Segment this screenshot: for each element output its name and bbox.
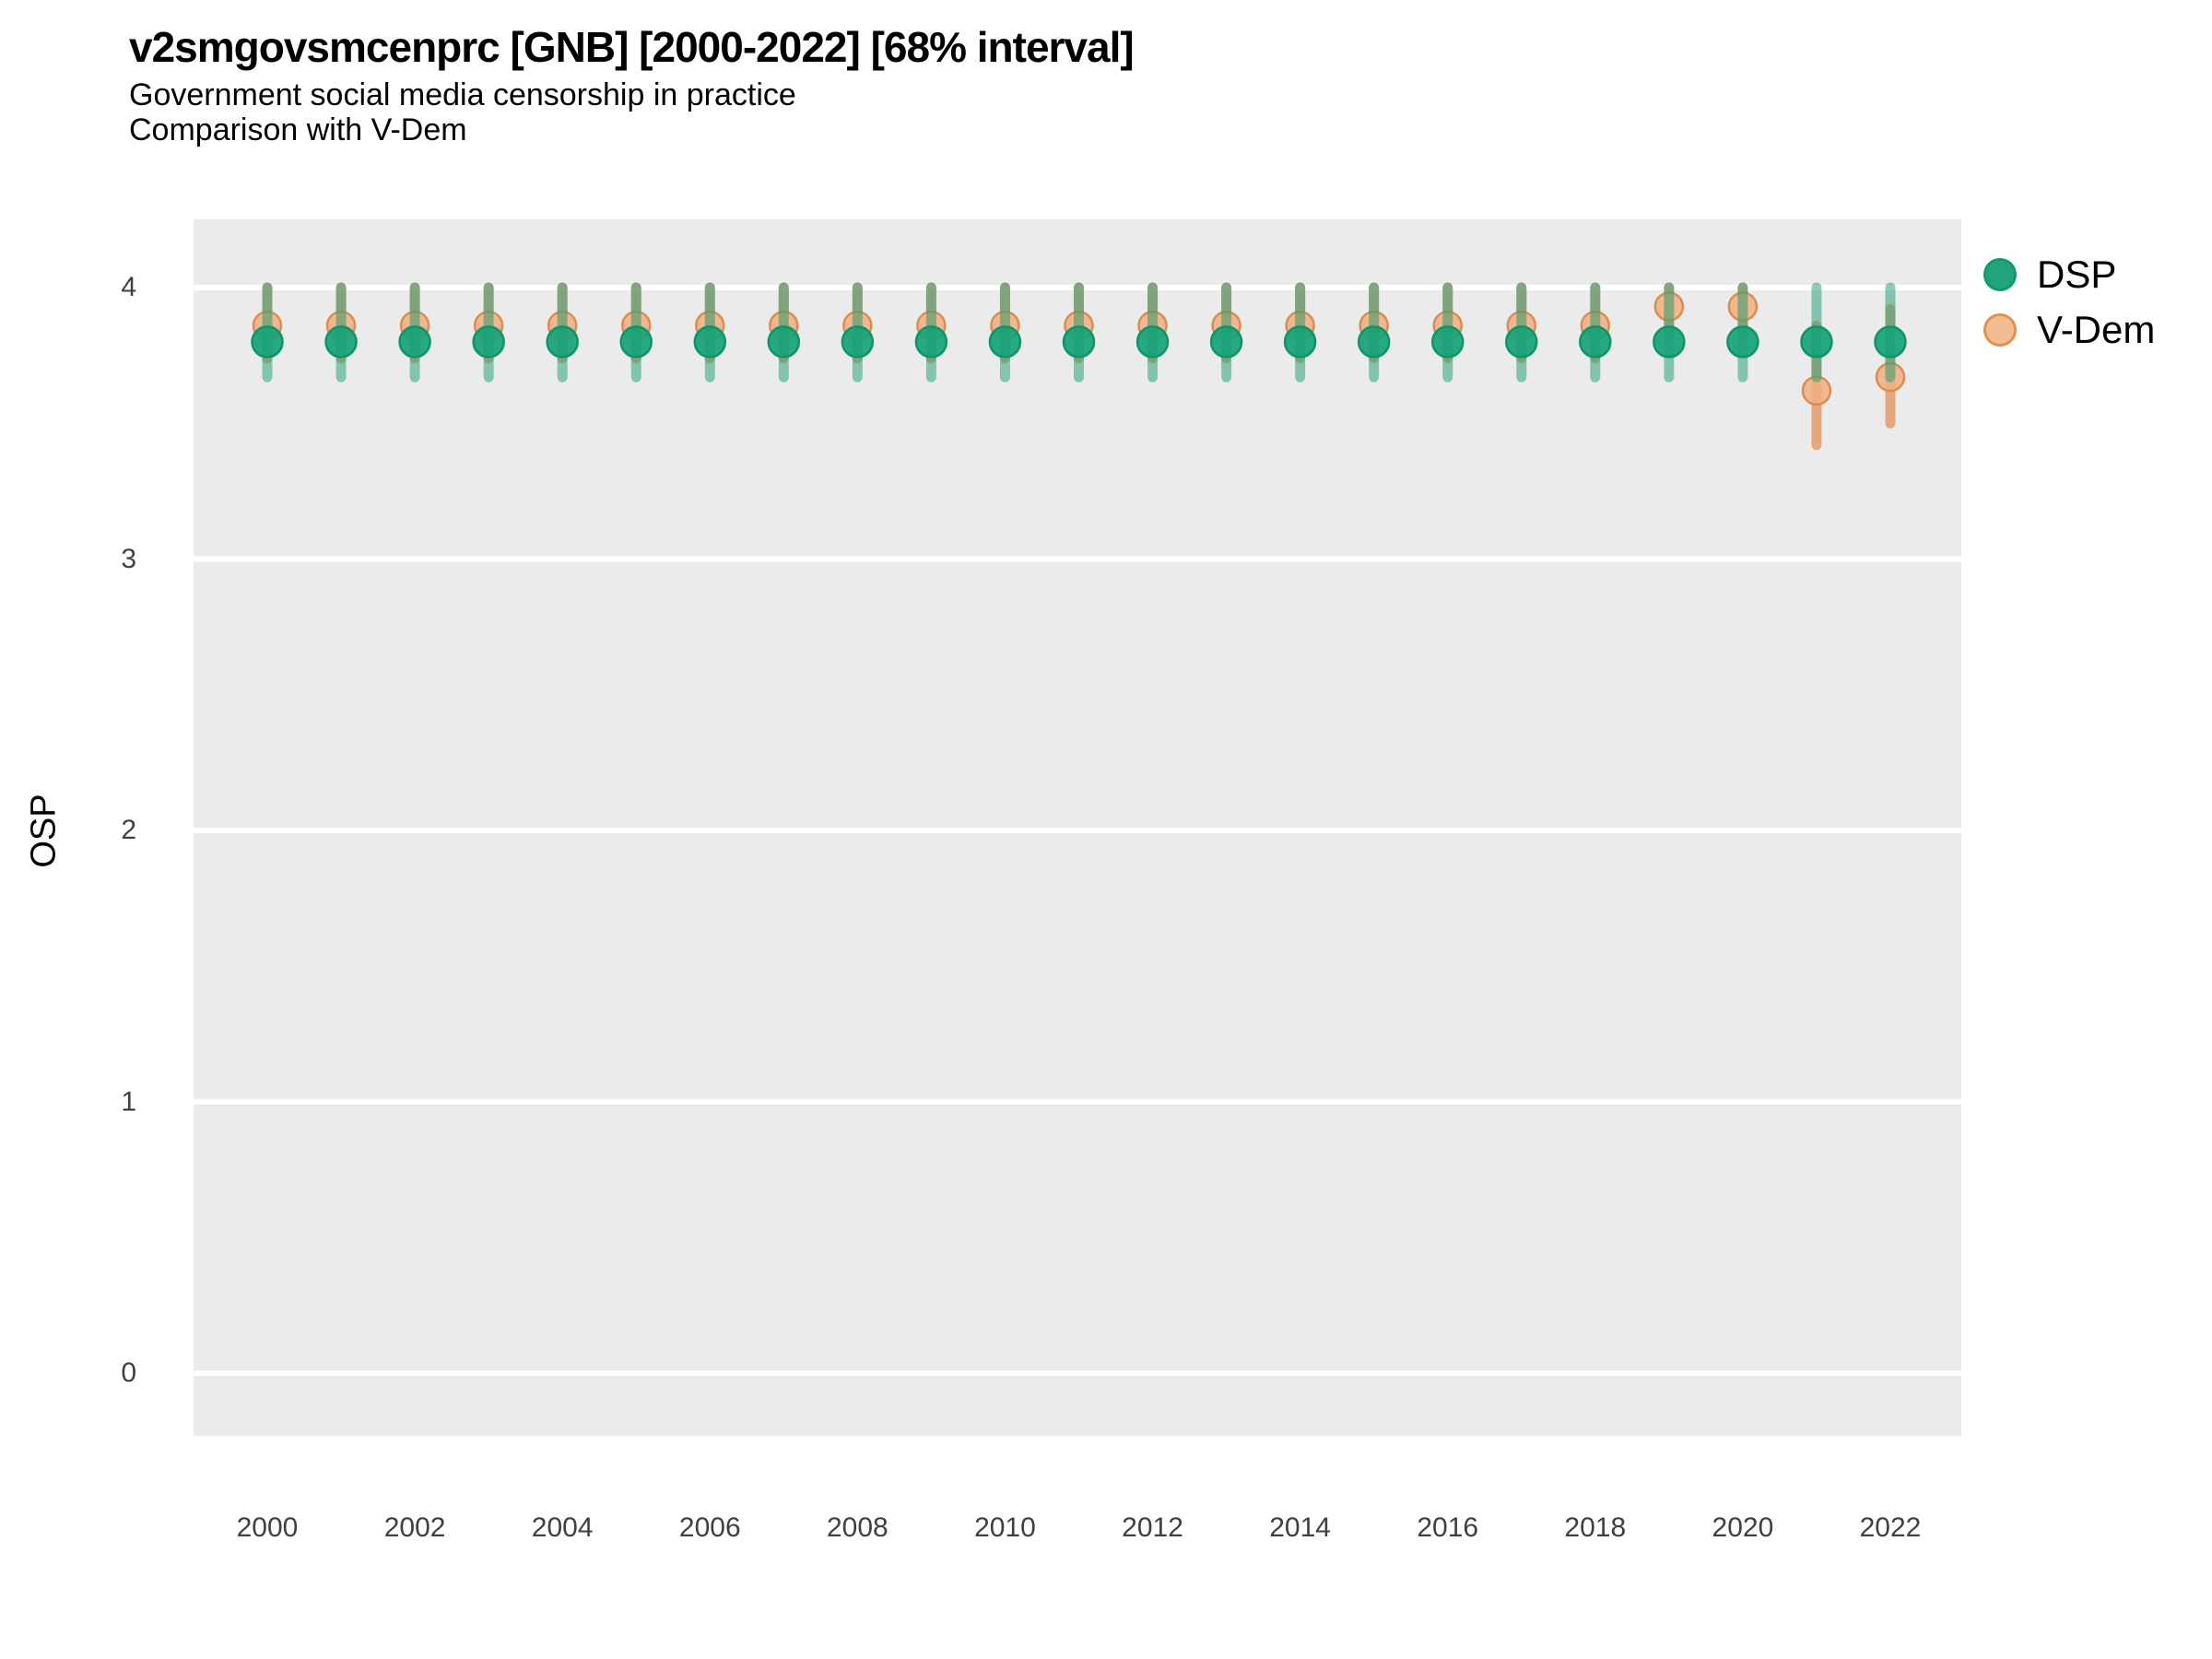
y-tick-label-3: 3 [121, 543, 136, 574]
y-axis-title: OSP [24, 794, 64, 868]
dsp-point-2016 [1430, 325, 1465, 359]
dsp-point-2022 [1874, 325, 1907, 359]
x-tick-label-2012: 2012 [1122, 1512, 1183, 1543]
legend-item-vdem: V-Dem [1983, 302, 2155, 358]
dsp-point-2000 [251, 325, 284, 359]
y-tick-label-2: 2 [121, 815, 136, 845]
x-tick-label-2006: 2006 [678, 1512, 741, 1543]
x-tick-label-2010: 2010 [974, 1512, 1036, 1543]
x-tick-label-2002: 2002 [383, 1512, 446, 1543]
dsp-point-2020 [1726, 325, 1759, 359]
dsp-point-2018 [1579, 325, 1612, 359]
dsp-point-2002 [398, 325, 431, 359]
dsp-point-2004 [546, 325, 579, 359]
x-tick-label-2014: 2014 [1269, 1512, 1331, 1543]
dsp-point-2005 [619, 325, 653, 359]
y-tick-label-0: 0 [121, 1358, 136, 1388]
dsp-point-2015 [1357, 325, 1391, 359]
dsp-point-2011 [1062, 325, 1096, 359]
dsp-point-2019 [1653, 325, 1686, 359]
x-tick-label-2022: 2022 [1859, 1512, 1922, 1543]
plot-panel [194, 219, 1961, 1436]
dsp-point-2006 [693, 325, 727, 359]
legend: DSP V-Dem [1983, 247, 2155, 358]
dsp-point-2012 [1135, 325, 1170, 359]
dsp-point-2013 [1209, 325, 1243, 359]
vdem-legend-label: V-Dem [2037, 308, 2156, 351]
dsp-legend-dot [1983, 258, 2017, 291]
y-tick-label-4: 4 [121, 272, 136, 302]
dsp-point-2007 [767, 325, 801, 359]
dsp-point-2003 [472, 325, 505, 359]
x-tick-label-2004: 2004 [531, 1512, 594, 1543]
chart-title: v2smgovsmcenprc [GNB] [2000-2022] [68% i… [129, 23, 1135, 71]
x-tick-label-2008: 2008 [826, 1512, 888, 1543]
x-tick-label-2020: 2020 [1712, 1512, 1774, 1543]
dsp-point-2009 [914, 325, 948, 359]
plot-svg [194, 282, 1961, 1376]
chart-subtitle-line2: Comparison with V-Dem [129, 112, 467, 147]
chart-subtitle-line1: Government social media censorship in pr… [129, 77, 796, 112]
dsp-point-2017 [1505, 325, 1538, 359]
x-tick-label-2018: 2018 [1564, 1512, 1627, 1543]
dsp-point-2001 [324, 325, 358, 359]
x-tick-label-2000: 2000 [236, 1512, 299, 1543]
legend-item-dsp: DSP [1983, 247, 2155, 302]
vdem-legend-dot [1983, 313, 2017, 347]
dsp-point-2021 [1800, 325, 1833, 359]
dsp-point-2014 [1283, 325, 1317, 359]
x-tick-label-2016: 2016 [1417, 1512, 1479, 1543]
dsp-legend-label: DSP [2037, 253, 2117, 296]
y-tick-label-1: 1 [121, 1086, 136, 1117]
dsp-point-2008 [841, 325, 875, 359]
dsp-point-2010 [988, 325, 1022, 359]
